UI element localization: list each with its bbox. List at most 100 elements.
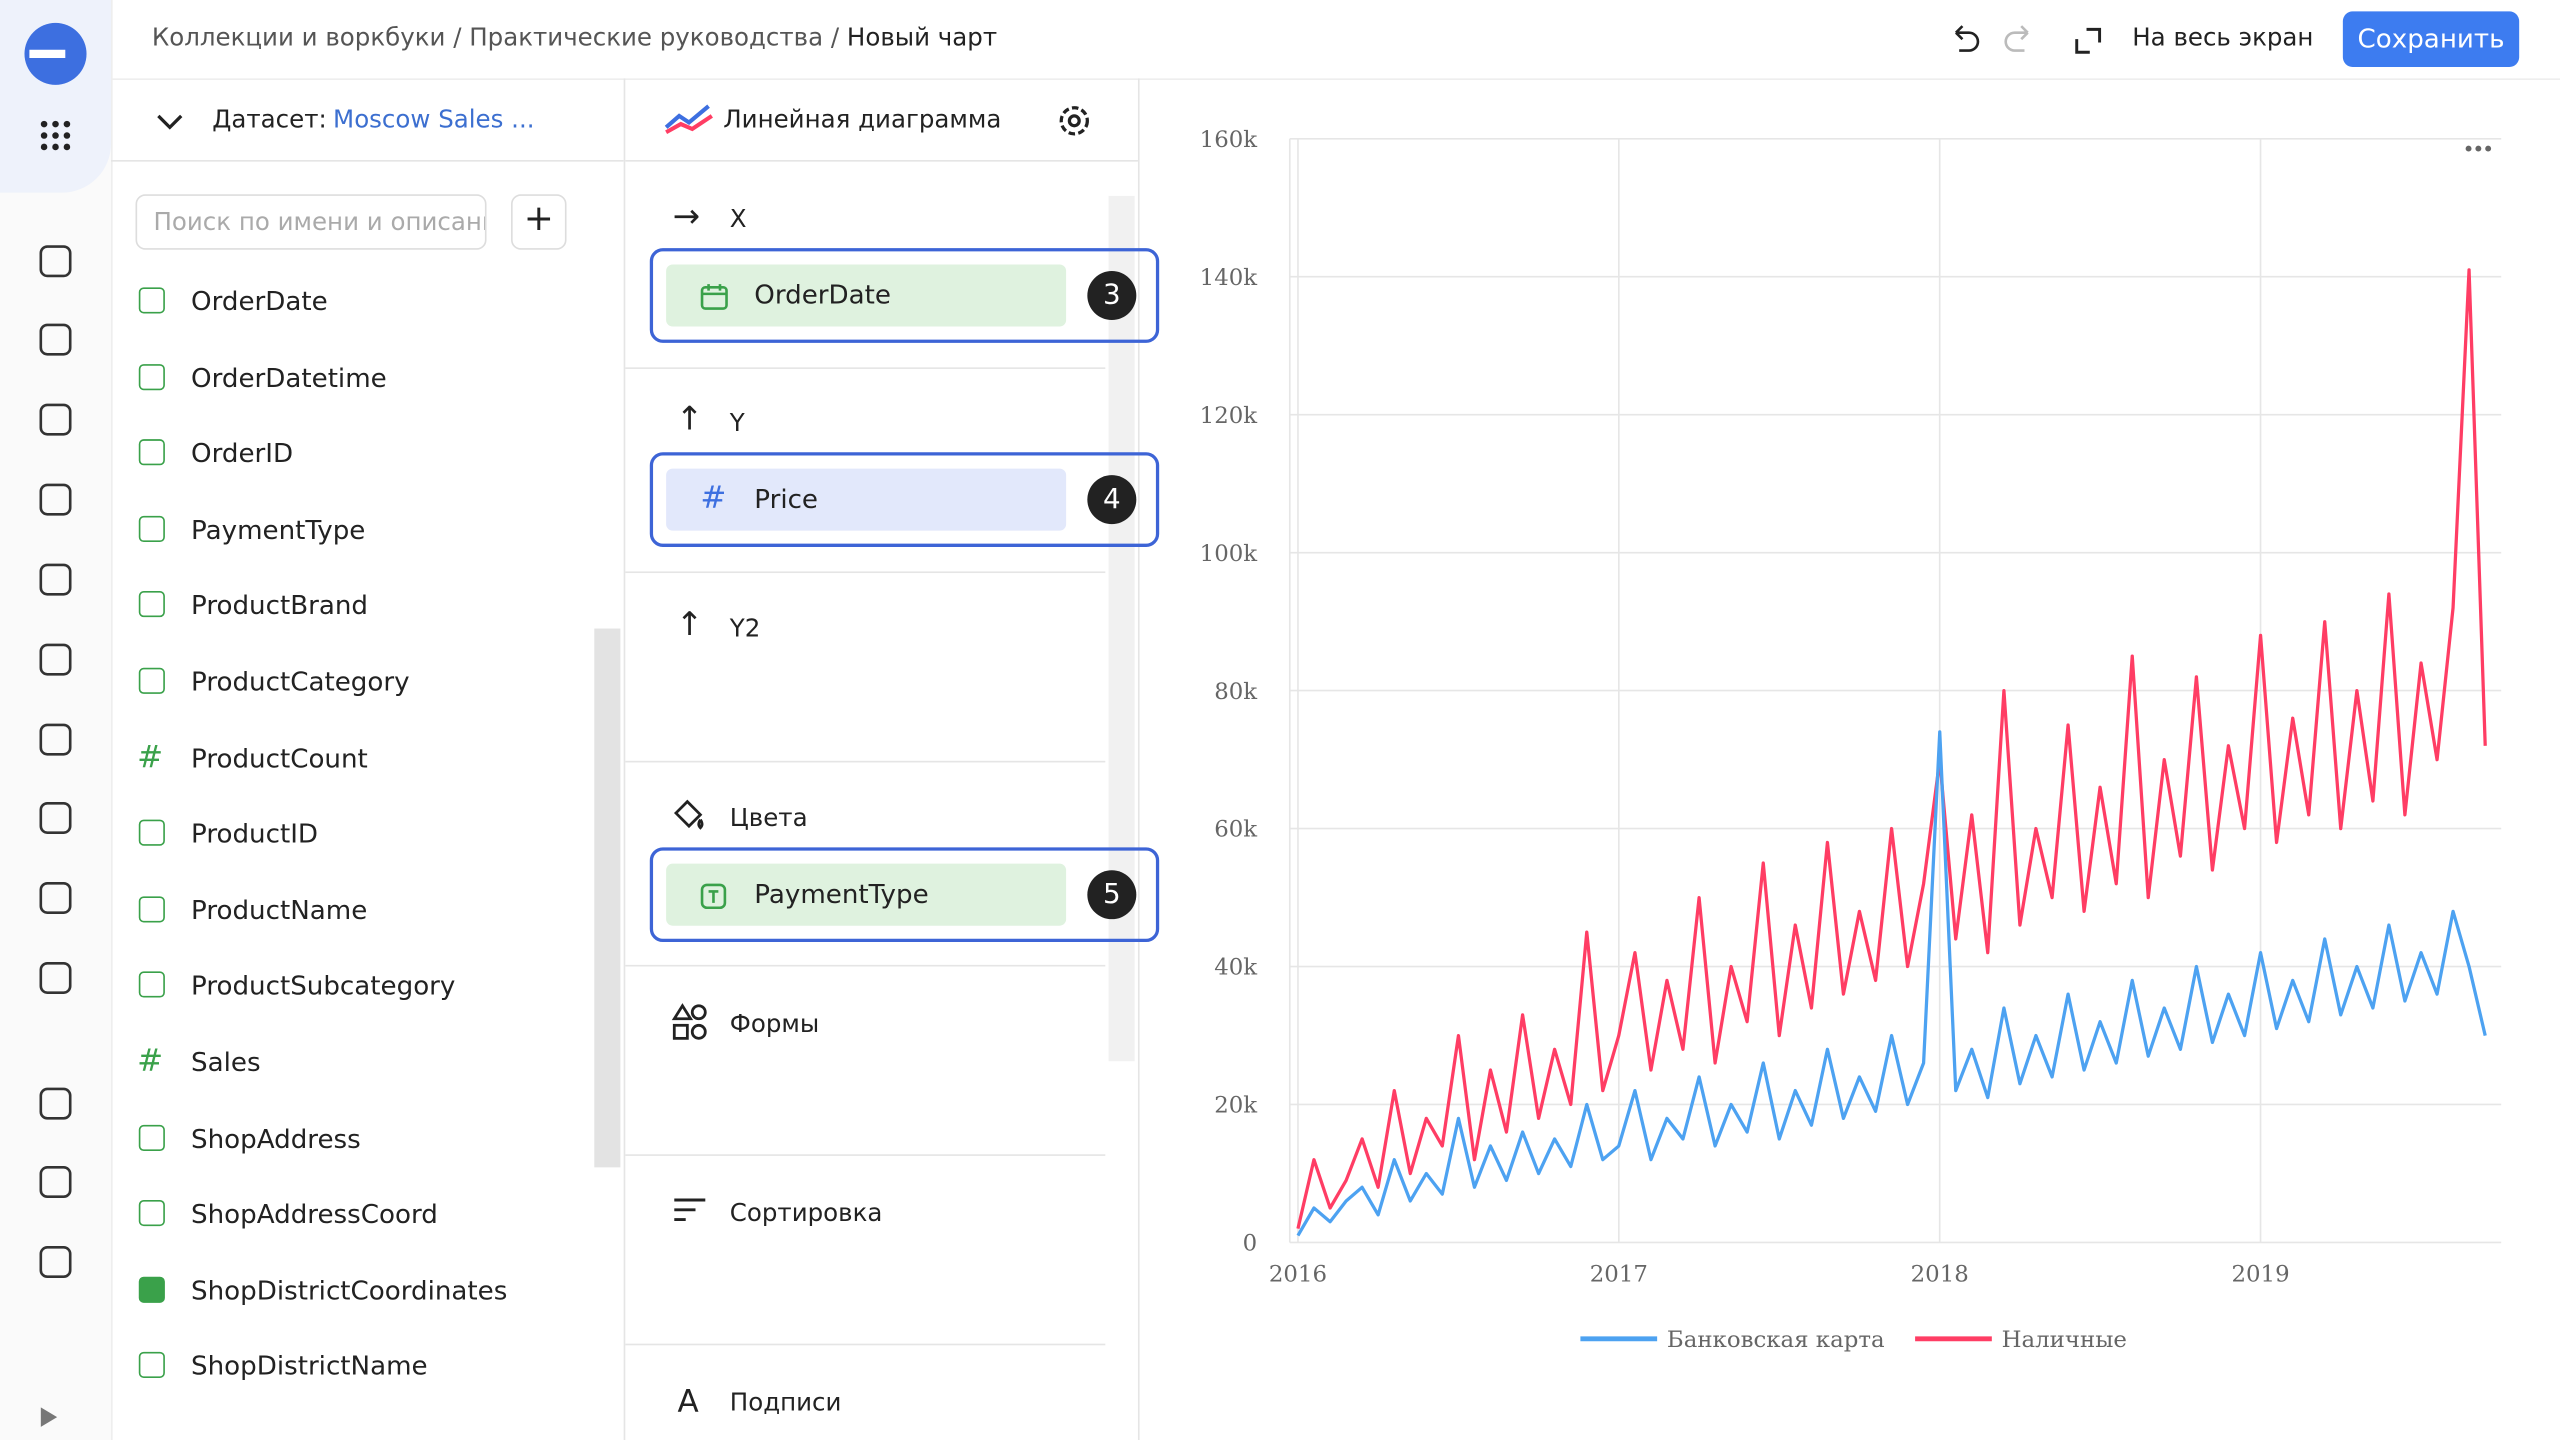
section-label: Сортировка [729, 1198, 883, 1228]
field-chip[interactable]: OrderDate [666, 264, 1067, 327]
field-icon-number: # [137, 738, 164, 775]
nav-rail [0, 0, 113, 1440]
x-tick-label: 2018 [1911, 1262, 1969, 1288]
field-icon-text [138, 591, 165, 618]
nav-icon[interactable] [39, 961, 72, 994]
field-item[interactable]: OrderID [191, 437, 294, 469]
section-label: Формы [729, 1008, 820, 1039]
fullscreen-button[interactable]: На весь экран [2132, 22, 2314, 53]
field-icon-date [138, 287, 165, 314]
section-label: Y [729, 408, 745, 438]
field-item[interactable]: ShopAddress [191, 1122, 361, 1154]
collapse-icon[interactable] [153, 104, 186, 137]
sort-icon [674, 1198, 706, 1222]
field-item[interactable]: Sales [191, 1046, 261, 1078]
scrollbar [594, 628, 621, 1168]
legend-label: Наличные [2002, 1327, 2127, 1353]
field-item[interactable]: PaymentType [191, 513, 366, 545]
y-tick-label: 140k [1200, 265, 1258, 291]
search-input[interactable]: Поиск по имени и описани [135, 194, 487, 250]
field-item[interactable]: ShopAddressCoord [191, 1198, 438, 1230]
labels-icon: A [677, 1384, 699, 1421]
field-item[interactable]: OrderDatetime [191, 361, 387, 393]
series-line [1296, 268, 2487, 1229]
chart-type[interactable]: Линейная диаграмма [723, 104, 1002, 134]
field-icon-text [138, 895, 165, 923]
field-highlight: Price 4 # [649, 452, 1160, 547]
section-label: X [729, 204, 747, 234]
legend-label: Банковская карта [1667, 1327, 1885, 1353]
arrow-icon: ↑ [675, 604, 704, 644]
field-item[interactable]: ProductSubcategory [191, 970, 456, 1002]
field-item[interactable]: ProductBrand [191, 590, 369, 622]
step-badge: 5 [1087, 870, 1137, 920]
nav-icon[interactable] [39, 245, 72, 278]
nav-icon[interactable] [39, 643, 72, 676]
dataset-name[interactable]: Moscow Sales ... [333, 104, 535, 134]
toolbar-icons[interactable] [1943, 20, 2139, 62]
field-icon-geo [138, 1276, 165, 1303]
field-icon-text [138, 439, 165, 466]
field-icon-text [138, 819, 165, 847]
y-tick-label: 120k [1200, 403, 1258, 429]
step-badge: 4 [1087, 475, 1137, 525]
y-tick-label: 0 [1243, 1231, 1258, 1257]
section-label: Подписи [729, 1387, 842, 1418]
nav-icon[interactable] [39, 801, 72, 834]
field-item[interactable]: ProductCategory [191, 666, 410, 698]
shapes-icon [671, 1003, 707, 1040]
y-tick-label: 40k [1214, 955, 1257, 981]
nav-icon[interactable] [39, 881, 72, 914]
divider [1137, 78, 1140, 1440]
field-item[interactable]: ProductName [191, 894, 368, 926]
arrow-icon: → [672, 195, 701, 236]
field-highlight: OrderDate 3 [649, 248, 1160, 343]
nav-icon[interactable] [39, 323, 72, 356]
y-tick-label: 160k [1200, 127, 1258, 153]
nav-icon[interactable] [39, 403, 72, 436]
field-icon-text [138, 1352, 165, 1379]
x-tick-label: 2016 [1269, 1262, 1327, 1288]
y-tick-label: 100k [1200, 541, 1258, 567]
nav-icon[interactable] [39, 1246, 72, 1279]
field-item[interactable]: ShopDistrictCoordinates [191, 1274, 508, 1306]
field-icon-text [138, 667, 165, 694]
field-item[interactable]: ShopDistrictName [191, 1350, 428, 1382]
field-item[interactable]: ProductID [191, 818, 319, 850]
chart-type-icon [664, 104, 713, 135]
breadcrumb[interactable]: Коллекции и воркбуки [151, 22, 446, 53]
nav-icon[interactable] [39, 1087, 72, 1120]
top-bar [111, 0, 2560, 80]
field-icon-number: # [137, 1043, 164, 1080]
field-icon-text [138, 1200, 165, 1227]
nav-icon[interactable] [39, 483, 72, 516]
add-button[interactable]: + [511, 194, 567, 250]
breadcrumb[interactable]: Практические руководства [469, 22, 824, 53]
field-icon-text [138, 515, 165, 542]
date-icon [700, 284, 728, 310]
field-highlight: PaymentType 5 [649, 847, 1160, 943]
field-chip[interactable]: Price [666, 468, 1067, 531]
divider [623, 78, 626, 1440]
field-item[interactable]: ProductCount [191, 742, 368, 774]
field-item[interactable]: OrderDate [191, 285, 328, 317]
arrow-icon: ↑ [675, 398, 704, 438]
save-button[interactable]: Сохранить [2342, 11, 2520, 67]
section-label: Цвета [729, 803, 808, 833]
nav-icon[interactable] [39, 1166, 72, 1199]
nav-icon[interactable] [39, 563, 72, 596]
field-icon-text [138, 972, 165, 999]
field-chip[interactable]: PaymentType [666, 863, 1067, 926]
section-label: Y2 [729, 613, 761, 644]
breadcrumbs: Коллекции и воркбуки / Практические руко… [151, 22, 998, 53]
breadcrumb-current: Новый чарт [846, 22, 998, 53]
step-badge: 3 [1087, 271, 1137, 320]
y-tick-label: 60k [1214, 817, 1257, 843]
x-tick-label: 2017 [1590, 1262, 1648, 1288]
text-icon [700, 883, 727, 910]
settings-icon[interactable] [1055, 101, 1094, 140]
nav-icons [24, 22, 87, 1427]
nav-icon[interactable] [39, 723, 72, 756]
